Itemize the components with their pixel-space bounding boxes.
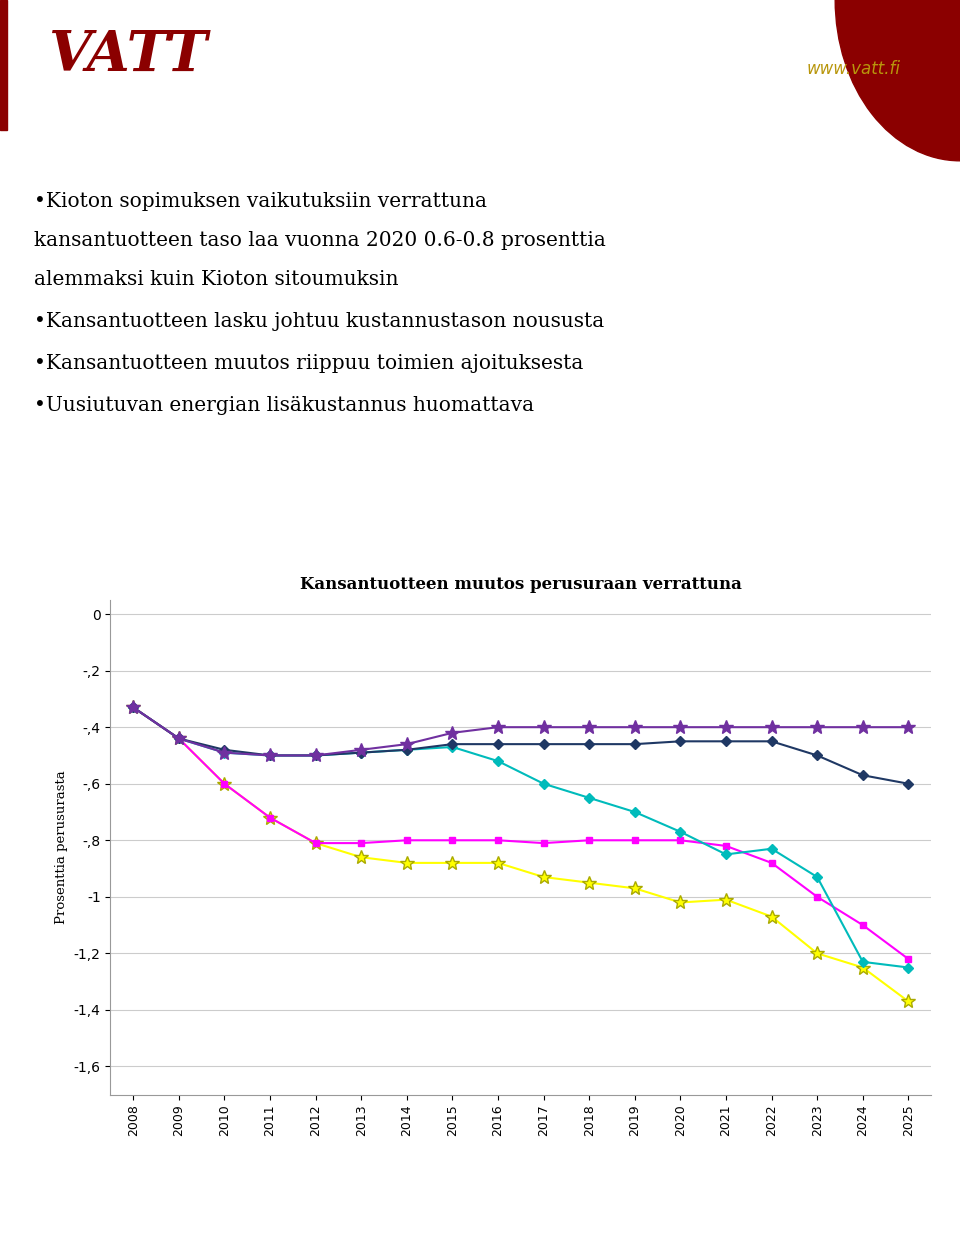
Title: Kansantuotteen muutos perusuraan verrattuna: Kansantuotteen muutos perusuraan verratt… (300, 576, 742, 593)
Text: www.vatt.fi: www.vatt.fi (806, 61, 900, 78)
Text: kansantuotteen taso laa vuonna 2020 0.6-0.8 prosenttia: kansantuotteen taso laa vuonna 2020 0.6-… (34, 231, 606, 250)
Text: •Kansantuotteen muutos riippuu toimien ajoituksesta: •Kansantuotteen muutos riippuu toimien a… (34, 354, 583, 372)
Text: alemmaksi kuin Kioton sitoumuksin: alemmaksi kuin Kioton sitoumuksin (34, 270, 398, 288)
Text: VATT: VATT (48, 28, 207, 83)
Bar (0, 0, 7, 130)
Text: •Kioton sopimuksen vaikutuksiin verrattuna: •Kioton sopimuksen vaikutuksiin verrattu… (34, 192, 487, 210)
Y-axis label: Prosenttia perusurasta: Prosenttia perusurasta (55, 771, 68, 924)
Text: •Uusiutuvan energian lisäkustannus huomattava: •Uusiutuvan energian lisäkustannus huoma… (34, 396, 534, 414)
Wedge shape (835, 0, 960, 161)
Text: •Kansantuotteen lasku johtuu kustannustason noususta: •Kansantuotteen lasku johtuu kustannusta… (34, 312, 604, 330)
